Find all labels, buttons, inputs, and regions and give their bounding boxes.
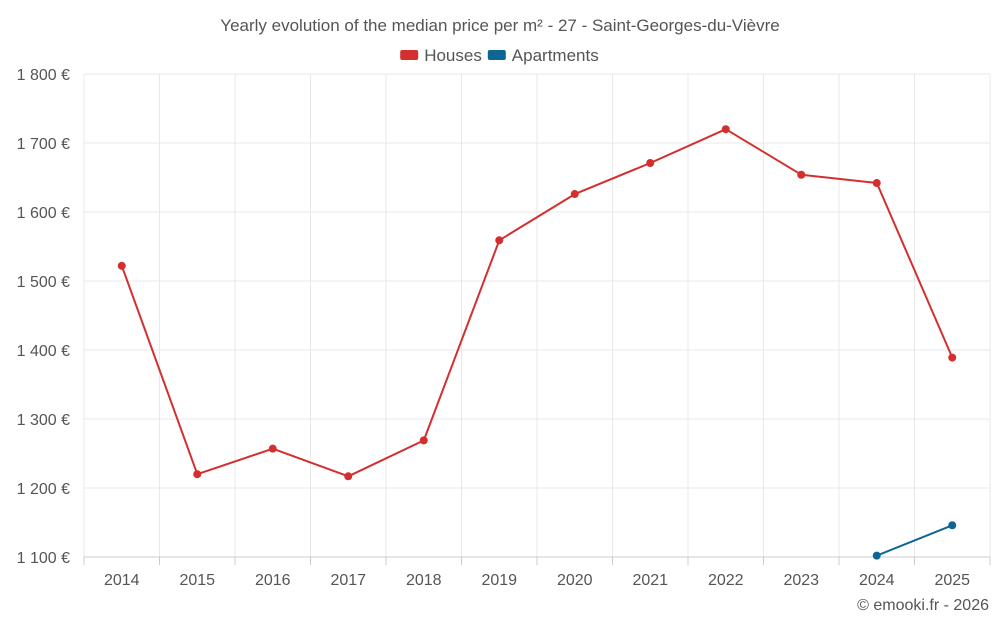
y-tick-label: 1 800 € [17,67,70,84]
y-tick-label: 1 500 € [17,274,70,291]
data-point-houses [117,261,126,270]
x-tick-label: 2014 [104,572,140,589]
legend-label-apartments: Apartments [512,46,599,65]
x-tick-label: 2017 [330,572,366,589]
chart-title: Yearly evolution of the median price per… [220,16,779,35]
legend-swatch-apartments [487,50,506,60]
data-point-houses [495,236,504,245]
y-tick-label: 1 300 € [17,412,70,429]
y-tick-label: 1 200 € [17,481,70,498]
series-layer [117,125,957,560]
y-tick-label: 1 100 € [17,550,70,567]
legend-label-houses: Houses [424,46,482,65]
y-tick-label: 1 400 € [17,343,70,360]
legend: Houses Apartments [400,46,599,65]
x-tick-label: 2025 [934,572,970,589]
x-tick-label: 2022 [708,572,744,589]
x-tick-label: 2024 [859,572,895,589]
x-tick-label: 2018 [406,572,442,589]
x-tick-label: 2021 [632,572,668,589]
data-point-houses [193,470,202,479]
data-point-houses [570,190,579,199]
x-tick-label: 2020 [557,572,593,589]
data-point-houses [872,179,881,188]
x-tick-label: 2015 [179,572,215,589]
grid [83,73,991,557]
x-tick-label: 2023 [783,572,819,589]
data-point-apartments [948,521,957,530]
data-point-houses [797,170,806,179]
data-point-apartments [872,551,881,560]
credit-text: © emooki.fr - 2026 [857,597,989,614]
series-line-apartments [875,524,954,557]
data-point-houses [721,125,730,134]
data-point-houses [948,353,957,362]
data-point-houses [646,159,655,168]
series-line-houses [120,128,954,478]
x-tick-label: 2019 [481,572,517,589]
data-point-houses [268,444,277,453]
x-axis: 2014 2015 2016 2017 2018 2019 2020 2021 2022 2023… [83,556,991,589]
data-point-houses [344,472,353,481]
y-tick-label: 1 600 € [17,205,70,222]
data-point-houses [419,436,428,445]
y-axis: 1 100 € 1 200 € 1 300 € 1 400 € 1 500 € 1 600… [17,67,70,567]
y-tick-label: 1 700 € [17,136,70,153]
legend-swatch-houses [400,50,419,60]
x-tick-label: 2016 [255,572,291,589]
